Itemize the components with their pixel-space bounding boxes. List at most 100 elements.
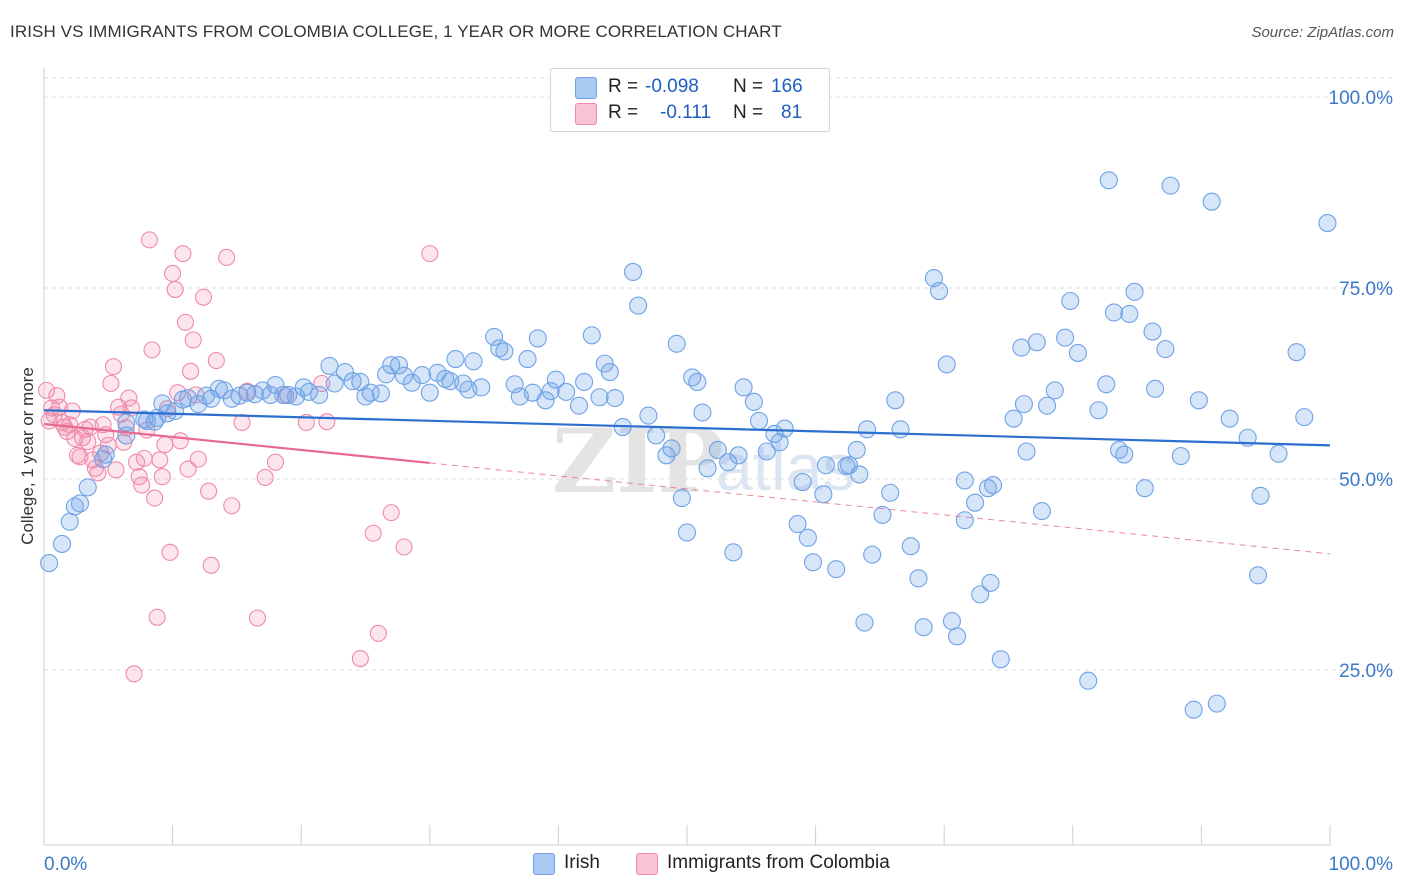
irish-point (361, 383, 380, 402)
y-tick-label: 25.0% (1339, 661, 1393, 682)
irish-point (1115, 445, 1134, 464)
irish-point (1045, 381, 1064, 400)
irish-point (850, 465, 869, 484)
colombia-trend-extension (429, 462, 1331, 555)
colombia-point (38, 381, 56, 399)
tick-labels: 25.0% 50.0% 75.0% 100.0% 0.0% 100.0% (44, 88, 1393, 875)
irish-point (775, 419, 794, 438)
colombia-point (107, 461, 125, 479)
irish-point (798, 528, 817, 547)
irish-point (816, 456, 835, 475)
irish-point (839, 456, 859, 475)
stats-legend: R = -0.098 N = 166 R = -0.111 N = 81 (550, 68, 830, 132)
irish-point (518, 350, 537, 369)
irish-point (96, 445, 115, 464)
irish-point (672, 489, 691, 508)
colombia-point (143, 341, 161, 359)
colombia-point (223, 497, 241, 515)
irish-point (639, 406, 658, 425)
irish-point (1207, 694, 1226, 713)
colombia-point (104, 358, 122, 376)
colombia-point (135, 449, 153, 467)
irish-point (371, 384, 390, 403)
irish-point (1099, 171, 1118, 190)
irish-point (413, 366, 432, 385)
irish-point (1004, 409, 1023, 428)
colombia-point (102, 374, 120, 393)
irish-point (978, 479, 997, 498)
colombia-point (128, 453, 146, 471)
irish-point (1184, 700, 1203, 719)
colombia-point (176, 313, 195, 331)
n-value: 166 (771, 76, 803, 97)
irish-point (1061, 291, 1080, 311)
irish-point (1125, 282, 1144, 301)
y-tick-label: 100.0% (1329, 88, 1394, 109)
irish-point (729, 446, 748, 465)
colombia-point (140, 231, 159, 249)
irish-point (724, 543, 743, 562)
colombia-point (266, 453, 285, 471)
colombia-point (256, 468, 274, 487)
y-tick-label: 50.0% (1339, 470, 1393, 491)
irish-point (1220, 409, 1239, 428)
irish-point (1097, 375, 1116, 394)
irish-point (446, 350, 465, 369)
irish-point (1017, 442, 1036, 461)
watermark-atlas: atlas (716, 430, 855, 504)
irish-point (991, 650, 1010, 669)
irish-point (1056, 328, 1075, 347)
irish-point (266, 375, 285, 395)
colombia-point (166, 280, 184, 299)
irish-point (65, 497, 84, 516)
chart-title: IRISH VS IMMIGRANTS FROM COLOMBIA COLLEG… (10, 22, 782, 41)
irish-point (647, 426, 666, 445)
colombia-point (146, 489, 164, 507)
colombia-point (233, 413, 251, 432)
irish-point (335, 362, 354, 382)
y-axis-title: College, 1 year or more (18, 367, 37, 545)
irish-point (1248, 566, 1268, 585)
irish-point (528, 329, 547, 348)
irish-point (749, 411, 769, 430)
source-credit: Source: ZipAtlas.com (1251, 24, 1394, 41)
colombia-point (421, 245, 439, 263)
irish-point (1171, 447, 1190, 466)
irish-point (629, 296, 648, 315)
irish-point (279, 385, 298, 405)
irish-point (343, 372, 362, 391)
colombia-point (364, 524, 382, 542)
irish-point (1032, 502, 1051, 521)
irish-point (930, 282, 949, 301)
irish-point (402, 373, 421, 392)
irish-point (891, 420, 910, 439)
colombia-point (182, 362, 200, 380)
irish-point (1295, 408, 1314, 427)
colombia-point (369, 624, 387, 642)
irish-point (708, 440, 727, 460)
irish-point (1068, 343, 1087, 362)
colombia-swatch (575, 103, 597, 125)
irish-point (719, 453, 738, 472)
irish-point (770, 433, 789, 452)
irish-point (948, 627, 967, 646)
irish-point (1202, 192, 1221, 211)
axes (43, 68, 1331, 846)
irish-point (569, 396, 589, 415)
r-value: -0.098 (645, 76, 699, 97)
colombia-point (351, 649, 369, 668)
colombia-point (179, 460, 197, 478)
irish-point (909, 569, 928, 588)
colombia-point (120, 389, 138, 407)
y-tick-label: 75.0% (1339, 279, 1393, 300)
colombia-point (174, 245, 192, 263)
irish-point (382, 356, 401, 375)
irish-point (261, 385, 280, 405)
irish-point (389, 356, 408, 375)
n-value: 81 (781, 102, 803, 123)
n-label: N = (733, 76, 764, 97)
irish-point (847, 440, 866, 460)
irish-point (490, 339, 509, 358)
colombia-point (79, 433, 97, 451)
